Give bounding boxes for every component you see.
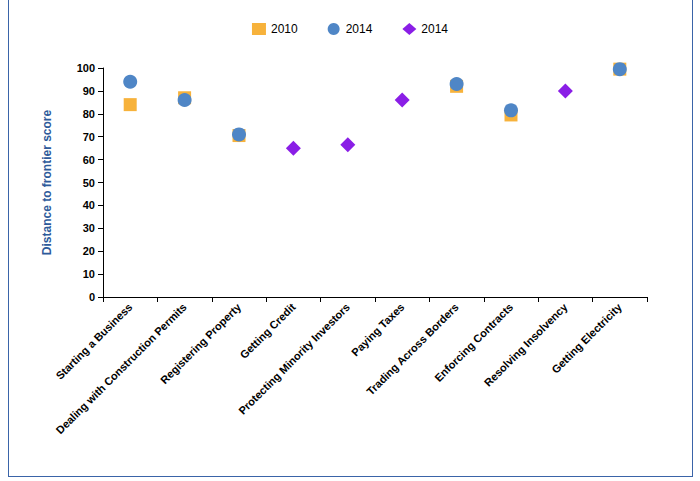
svg-text:2010: 2010: [271, 22, 298, 36]
svg-text:70: 70: [83, 131, 95, 143]
svg-text:2014: 2014: [346, 22, 373, 36]
svg-text:0: 0: [89, 291, 95, 303]
svg-text:Getting Credit: Getting Credit: [237, 301, 298, 362]
svg-text:Paying Taxes: Paying Taxes: [349, 301, 407, 359]
svg-text:Trading Across Borders: Trading Across Borders: [364, 301, 461, 398]
svg-text:30: 30: [83, 222, 95, 234]
svg-text:100: 100: [77, 62, 95, 74]
svg-text:50: 50: [83, 177, 95, 189]
svg-text:60: 60: [83, 154, 95, 166]
svg-text:2014: 2014: [421, 22, 448, 36]
svg-text:Getting Electricity: Getting Electricity: [549, 300, 625, 376]
svg-text:40: 40: [83, 199, 95, 211]
svg-text:90: 90: [83, 85, 95, 97]
svg-text:Enforcing Contracts: Enforcing Contracts: [432, 300, 516, 384]
svg-text:Starting a Business: Starting a Business: [53, 300, 135, 382]
svg-text:Protecting Minority Investors: Protecting Minority Investors: [236, 301, 352, 417]
svg-text:Resolving Insolvency: Resolving Insolvency: [481, 300, 570, 389]
svg-text:Dealing with Construction Perm: Dealing with Construction Permits: [53, 300, 189, 437]
svg-text:Registering Property: Registering Property: [158, 300, 244, 386]
svg-text:Distance to frontier score: Distance to frontier score: [40, 109, 54, 255]
svg-text:80: 80: [83, 108, 95, 120]
svg-text:20: 20: [83, 245, 95, 257]
svg-text:10: 10: [83, 268, 95, 280]
